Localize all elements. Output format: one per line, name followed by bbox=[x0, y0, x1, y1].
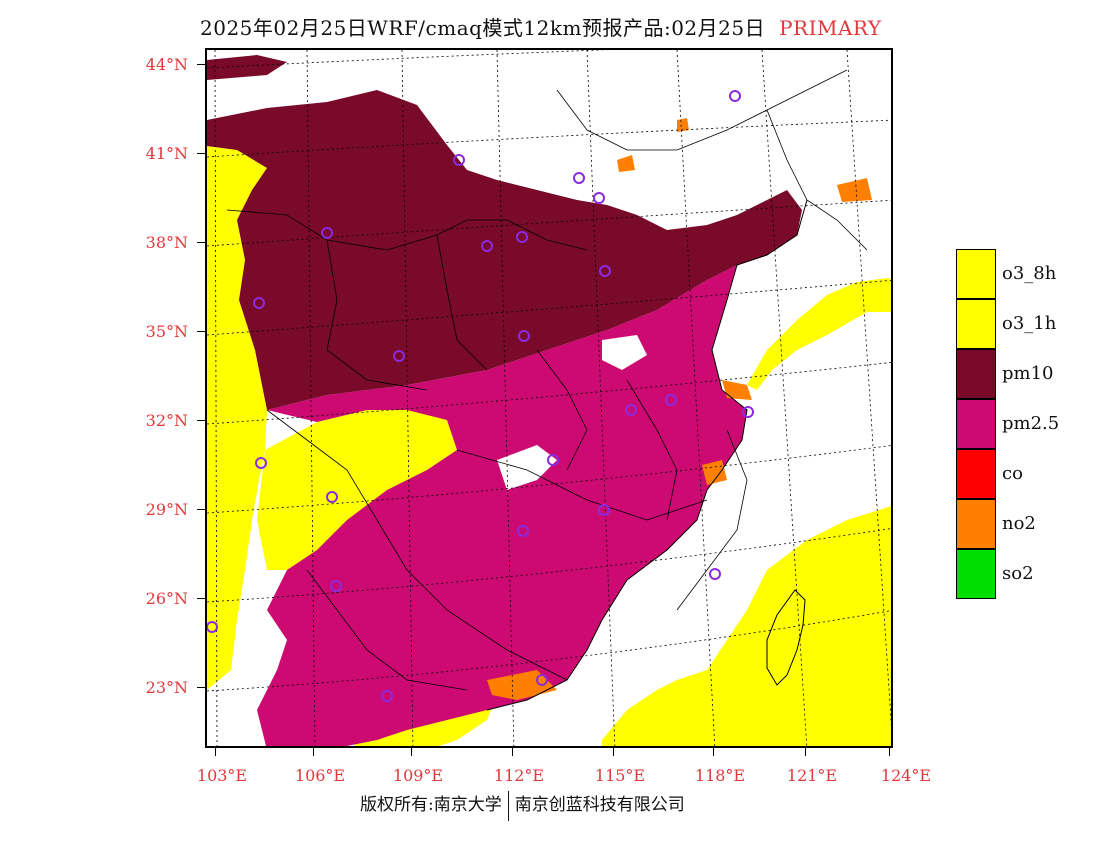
station-markers bbox=[207, 90, 754, 702]
station-marker bbox=[393, 350, 405, 362]
lat-tick bbox=[197, 420, 205, 421]
station-marker bbox=[625, 404, 637, 416]
title-text: 2025年02月25日WRF/cmaq模式12km预报产品:02月25日 bbox=[200, 16, 766, 40]
clean-area bbox=[602, 335, 647, 370]
lon-label-103: 103°E bbox=[196, 766, 248, 785]
station-marker bbox=[709, 568, 721, 580]
legend-label: pm2.5 bbox=[1002, 413, 1060, 434]
lon-tick bbox=[713, 748, 714, 756]
copyright-footer: 版权所有:南京大学 南京创蓝科技有限公司 bbox=[360, 790, 685, 821]
no2-patch bbox=[722, 380, 752, 400]
lon-label-112: 112°E bbox=[493, 766, 545, 785]
lat-label-38: 38°N bbox=[145, 233, 188, 252]
station-marker bbox=[573, 172, 585, 184]
primary-label: PRIMARY bbox=[779, 16, 882, 40]
station-marker bbox=[326, 491, 338, 503]
lat-label-35: 35°N bbox=[145, 322, 188, 341]
legend-swatch bbox=[956, 399, 996, 449]
lon-label-106: 106°E bbox=[294, 766, 346, 785]
lat-label-32: 32°N bbox=[145, 411, 188, 430]
station-marker bbox=[381, 690, 393, 702]
coastline bbox=[486, 199, 808, 711]
station-marker bbox=[207, 621, 218, 633]
o3-region-south bbox=[602, 506, 891, 746]
lat-tick bbox=[197, 687, 205, 688]
lat-label-26: 26°N bbox=[145, 589, 188, 608]
legend-swatch bbox=[956, 449, 996, 499]
no2-patch bbox=[837, 178, 872, 202]
station-marker bbox=[453, 154, 465, 166]
lat-tick bbox=[197, 331, 205, 332]
station-marker bbox=[729, 90, 741, 102]
lon-label-121: 121°E bbox=[786, 766, 838, 785]
lat-tick bbox=[197, 242, 205, 243]
legend-swatch bbox=[956, 249, 996, 299]
o3-region-southwest bbox=[257, 408, 457, 570]
station-marker bbox=[517, 525, 529, 537]
copyright-right: 南京创蓝科技有限公司 bbox=[514, 795, 685, 815]
pm10-region bbox=[207, 90, 802, 410]
station-marker bbox=[742, 406, 754, 418]
station-marker bbox=[330, 580, 342, 592]
station-marker bbox=[593, 192, 605, 204]
station-marker bbox=[547, 454, 559, 466]
lon-tick bbox=[613, 748, 614, 756]
station-marker bbox=[536, 674, 548, 686]
pm10-region-northwest bbox=[207, 55, 287, 80]
station-marker bbox=[599, 265, 611, 277]
footer-separator bbox=[507, 790, 509, 821]
legend-swatch bbox=[956, 499, 996, 549]
lat-label-23: 23°N bbox=[145, 678, 188, 697]
province-borders bbox=[226, 69, 868, 691]
no2-patch bbox=[677, 118, 689, 132]
lon-label-115: 115°E bbox=[594, 766, 646, 785]
lat-tick bbox=[197, 153, 205, 154]
lat-label-29: 29°N bbox=[145, 500, 188, 519]
legend-label: co bbox=[1002, 463, 1023, 484]
lon-tick bbox=[805, 748, 806, 756]
lat-label-41: 41°N bbox=[145, 144, 188, 163]
lon-label-118: 118°E bbox=[694, 766, 746, 785]
station-marker bbox=[665, 394, 677, 406]
lon-label-109: 109°E bbox=[392, 766, 444, 785]
graticule bbox=[207, 50, 891, 746]
o3-region-west bbox=[207, 146, 267, 690]
legend-swatch bbox=[956, 549, 996, 599]
station-marker bbox=[598, 504, 610, 516]
lon-tick bbox=[411, 748, 412, 756]
legend-swatch bbox=[956, 299, 996, 349]
lat-tick bbox=[197, 64, 205, 65]
legend-label: o3_8h bbox=[1002, 263, 1057, 284]
map-title: 2025年02月25日WRF/cmaq模式12km预报产品:02月25日 PRIM… bbox=[200, 12, 882, 41]
station-marker bbox=[481, 240, 493, 252]
taiwan-outline bbox=[766, 589, 806, 686]
map-canvas bbox=[207, 50, 891, 746]
lon-tick bbox=[215, 748, 216, 756]
no2-patch bbox=[617, 155, 635, 172]
pollutant-map[interactable] bbox=[205, 48, 893, 748]
lat-tick bbox=[197, 509, 205, 510]
legend-label: no2 bbox=[1002, 513, 1036, 534]
station-marker bbox=[518, 330, 530, 342]
copyright-left: 版权所有:南京大学 bbox=[360, 795, 502, 815]
lon-label-124: 124°E bbox=[880, 766, 932, 785]
station-marker bbox=[253, 297, 265, 309]
legend-label: pm10 bbox=[1002, 363, 1054, 384]
lon-tick bbox=[313, 748, 314, 756]
clean-area bbox=[497, 445, 557, 490]
lat-label-44: 44°N bbox=[145, 55, 188, 74]
lon-tick bbox=[512, 748, 513, 756]
lon-tick bbox=[889, 748, 890, 756]
legend-label: o3_1h bbox=[1002, 313, 1057, 334]
station-marker bbox=[255, 457, 267, 469]
no2-patch bbox=[487, 670, 557, 700]
o3-region-east-sea bbox=[747, 278, 891, 390]
lat-tick bbox=[197, 598, 205, 599]
pm25-region bbox=[257, 265, 747, 746]
legend-swatch bbox=[956, 349, 996, 399]
station-marker bbox=[321, 227, 333, 239]
station-marker bbox=[516, 231, 528, 243]
legend-label: so2 bbox=[1002, 563, 1034, 584]
